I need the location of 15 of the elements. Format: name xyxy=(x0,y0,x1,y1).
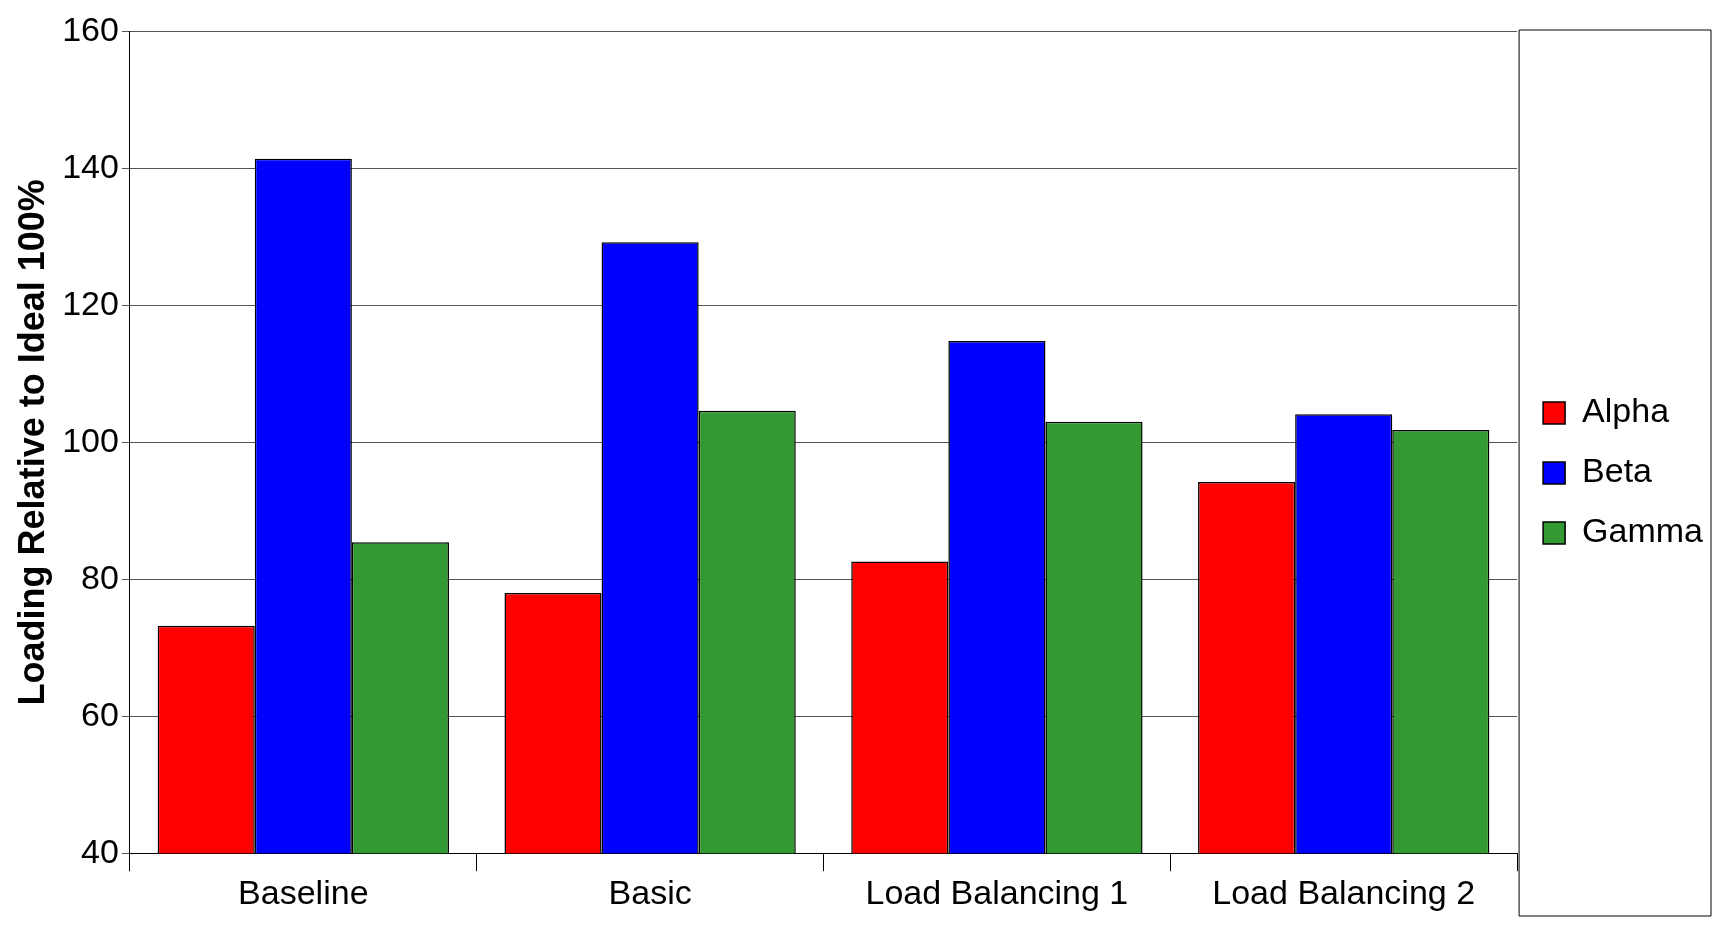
y-tick-label: 40 xyxy=(81,831,119,870)
x-tick-label: Load Balancing 1 xyxy=(865,872,1129,911)
y-tick-label: 160 xyxy=(62,9,119,48)
x-tick-label: Baseline xyxy=(238,872,369,911)
y-axis-title: Loading Relative to Ideal 100% xyxy=(10,179,52,706)
y-tick-label: 100 xyxy=(62,420,119,459)
y-tick-label: 80 xyxy=(81,557,119,596)
legend-label: Gamma xyxy=(1582,511,1704,550)
y-tick-label: 120 xyxy=(62,283,119,322)
x-tick-label: Basic xyxy=(608,872,692,911)
legend-label: Alpha xyxy=(1582,391,1670,430)
x-tick-label: Load Balancing 2 xyxy=(1212,872,1476,911)
y-tick-label: 140 xyxy=(62,146,119,185)
legend-label: Beta xyxy=(1582,451,1653,490)
y-tick-label: 60 xyxy=(81,694,119,733)
